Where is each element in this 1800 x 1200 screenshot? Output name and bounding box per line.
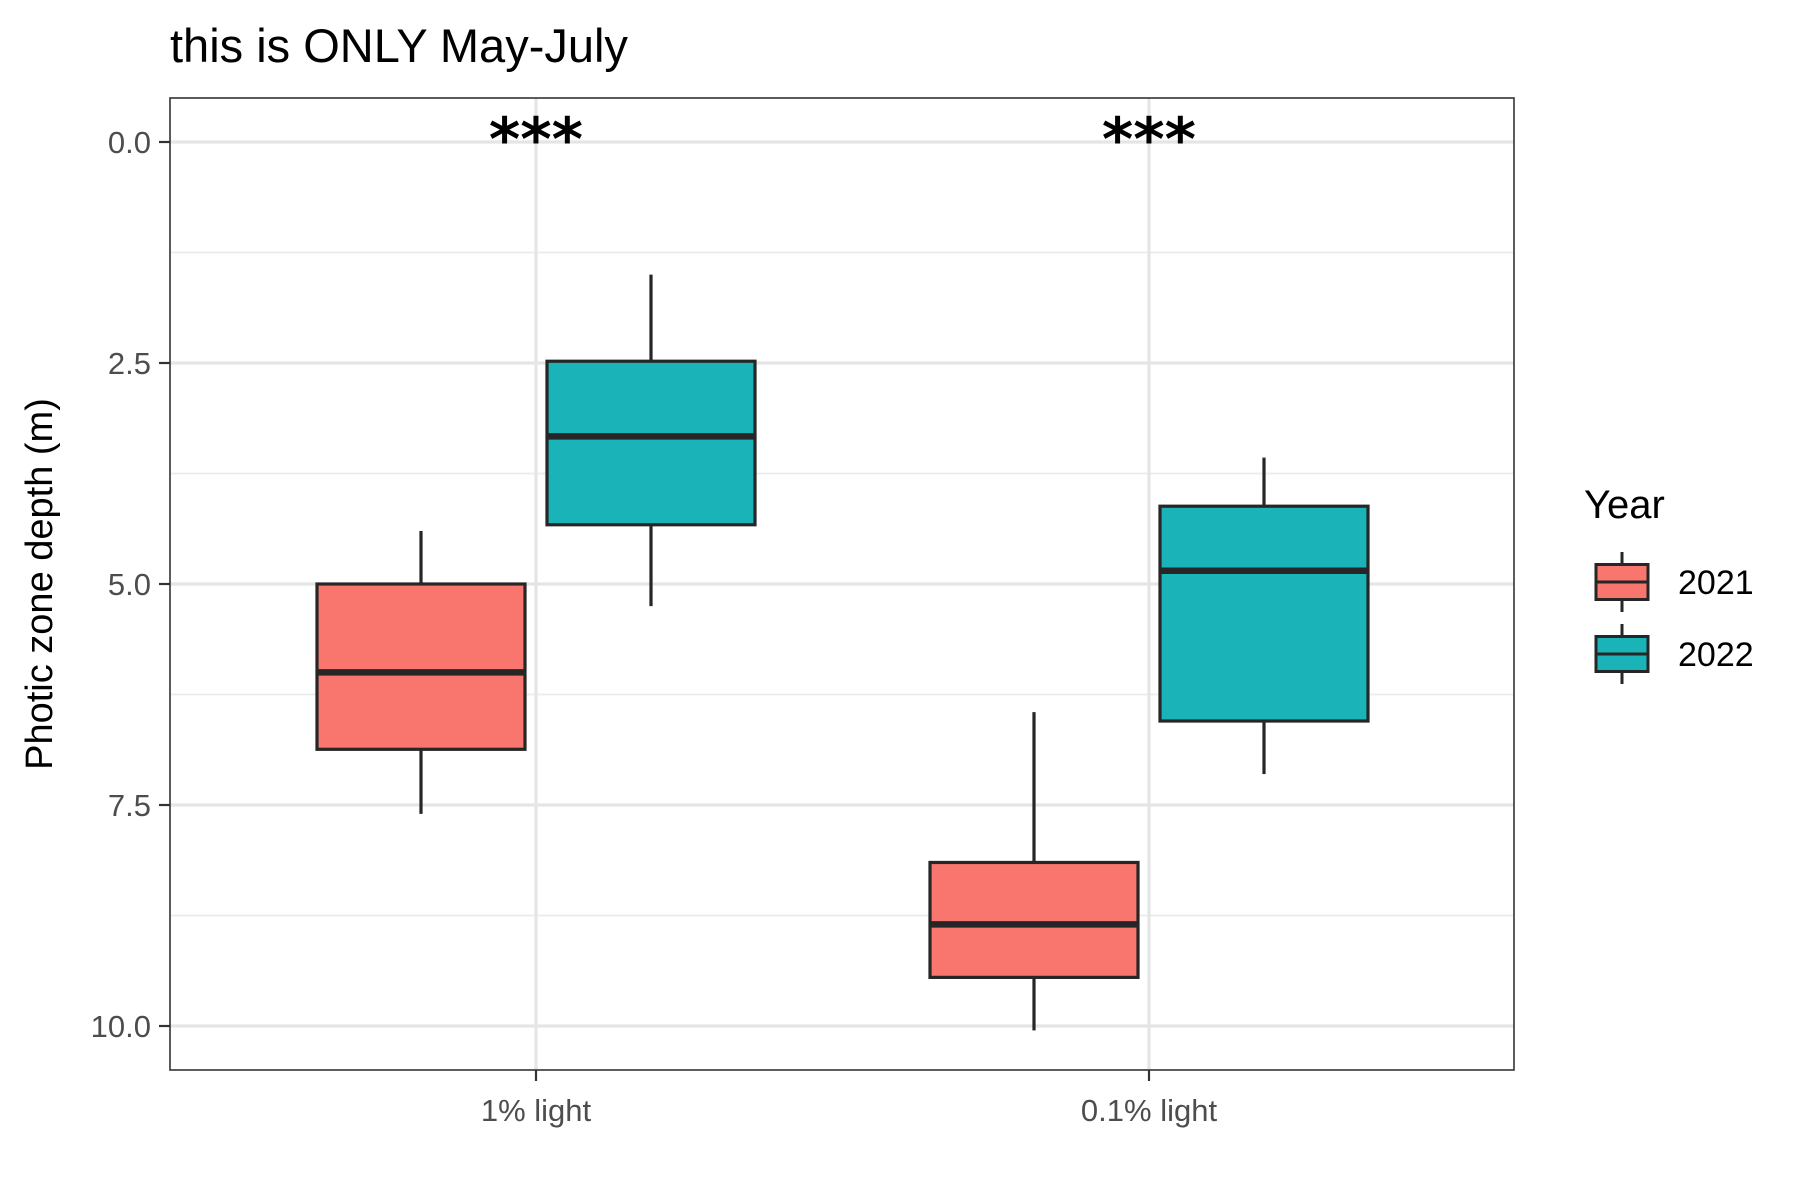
legend-label: 2022 [1678,636,1754,674]
box-body [1158,504,1370,723]
box-2021-1pct-light [315,530,527,814]
box-body [928,860,1140,979]
chart-title: this is ONLY May-July [170,19,628,72]
x-tick-label: 1% light [481,1093,592,1128]
legend-key-2021: 2021 [1594,552,1754,612]
x-tick-label: 0.1% light [1081,1093,1218,1128]
y-tick-label: 5.0 [108,567,151,602]
legend-title: Year [1584,483,1665,527]
box-2022-1pct-light [545,274,757,607]
y-axis-title: Photic zone depth (m) [19,398,61,770]
box-2022-0-1pct-light [1158,457,1370,775]
legend-keys: 2021 2022 [1594,552,1754,684]
significance-label: *** [1102,105,1196,175]
legend-key-2022: 2022 [1594,624,1754,684]
significance-annotations: *** *** [489,105,1196,175]
x-axis: 1% light 0.1% light [481,1070,1218,1128]
box-2021-0-1pct-light [928,712,1140,1031]
y-axis: 0.0 2.5 5.0 7.5 10.0 [91,125,170,1044]
y-tick-label: 0.0 [108,125,151,160]
box-body [315,582,527,751]
significance-label: *** [489,105,583,175]
box-body [545,359,757,527]
legend: Year 2021 2022 [1584,483,1754,684]
legend-label: 2021 [1678,564,1754,602]
y-tick-label: 7.5 [108,788,151,823]
box-plots [315,274,1370,1031]
y-tick-label: 2.5 [108,346,151,381]
y-tick-label: 10.0 [91,1009,151,1044]
